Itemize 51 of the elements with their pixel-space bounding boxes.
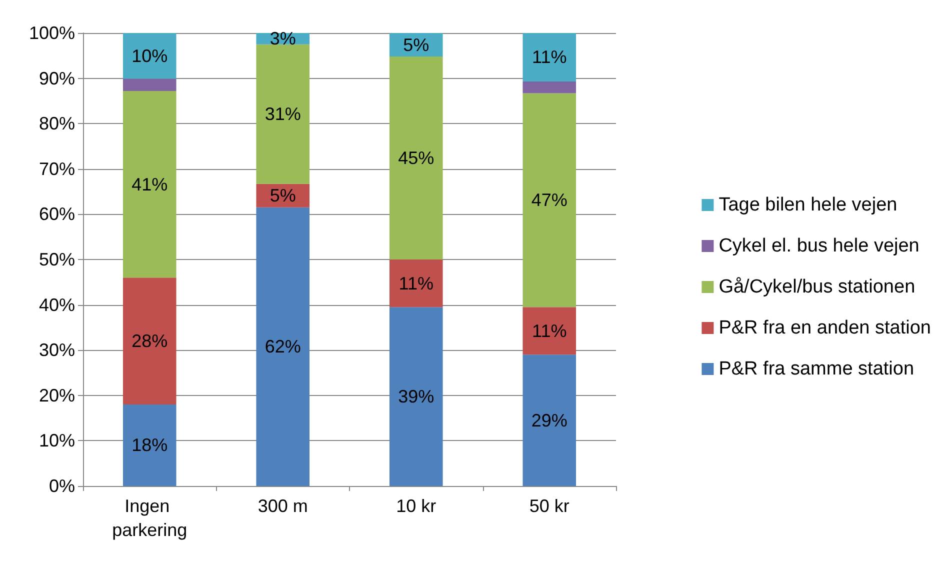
- data-label: 3%: [270, 28, 296, 49]
- data-label: 39%: [398, 386, 434, 407]
- data-label: 18%: [132, 435, 168, 456]
- data-label: 11%: [398, 273, 434, 294]
- y-tick-label: 80%: [38, 114, 75, 134]
- data-label: 28%: [132, 331, 168, 352]
- bar: [122, 278, 176, 404]
- data-label: 10%: [132, 46, 168, 66]
- y-tick-label: 0%: [48, 476, 75, 496]
- bar: [522, 33, 576, 82]
- bar: [389, 307, 443, 486]
- y-tick-label: 40%: [38, 294, 75, 315]
- y-tick-label: 10%: [38, 430, 75, 451]
- bar: [122, 90, 176, 278]
- x-tick-label: 300 m: [258, 496, 308, 516]
- data-label: 31%: [264, 104, 301, 124]
- legend-label: P&R fra en anden station: [718, 318, 932, 338]
- bar: [256, 207, 310, 486]
- bar: [122, 33, 176, 79]
- data-label: 45%: [398, 148, 434, 168]
- x-tick-label: 50 kr: [529, 496, 570, 516]
- data-label: 47%: [531, 190, 568, 210]
- y-tick-label: 100%: [28, 23, 75, 43]
- y-tick-label: 60%: [38, 204, 75, 224]
- x-tick-label: 10 kr: [396, 496, 436, 516]
- x-tick-label: Ingen parkering: [112, 496, 188, 540]
- bar: [522, 93, 576, 308]
- data-label: 11%: [532, 47, 567, 68]
- bar: [522, 307, 576, 355]
- data-label: 41%: [132, 174, 168, 194]
- data-label: 62%: [264, 336, 301, 357]
- bar: [522, 354, 576, 486]
- data-label: 11%: [532, 320, 567, 341]
- data-label: 5%: [403, 34, 430, 55]
- bar: [389, 56, 443, 260]
- y-tick-label: 30%: [38, 340, 75, 360]
- y-tick-label: 90%: [38, 68, 75, 88]
- legend-label: Tage bilen hele vejen: [718, 194, 898, 216]
- data-label: 5%: [270, 186, 296, 206]
- bar: [256, 44, 310, 184]
- bar: [122, 404, 176, 486]
- legend-label: P&R fra samme station: [718, 358, 914, 380]
- bar: [389, 260, 443, 308]
- legend-label: Cykel el. bus hele vejen: [718, 236, 920, 256]
- bar: [522, 81, 576, 94]
- bar: [122, 78, 176, 91]
- data-label: 29%: [531, 410, 568, 430]
- y-tick-label: 50%: [38, 250, 75, 270]
- legend-label: Gå/Cykel/bus stationen: [718, 276, 916, 298]
- y-tick-label: 20%: [38, 385, 75, 406]
- y-tick-label: 70%: [38, 158, 75, 179]
